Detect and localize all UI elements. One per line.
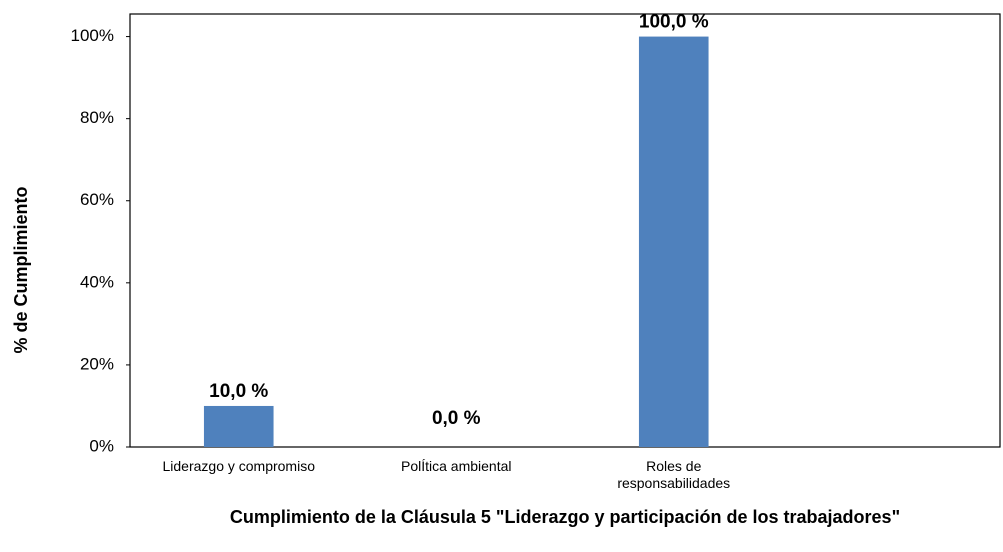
y-tick-label: 0% (89, 436, 114, 455)
x-tick-label: Roles de responsabilidades (617, 458, 731, 491)
y-axis-label: % de Cumplimiento (11, 186, 31, 353)
plot-frame (129, 13, 1001, 448)
data-label: 10,0 % (209, 381, 268, 402)
y-tick-label: 100% (71, 26, 114, 45)
y-tick-label: 40% (80, 272, 114, 291)
y-tick-label: 60% (80, 190, 114, 209)
bar (638, 36, 709, 448)
y-tick-label: 20% (80, 354, 114, 373)
x-tick-label: Liderazgo y compromiso (162, 458, 315, 474)
chart-title: Cumplimiento de la Cláusula 5 "Liderazgo… (229, 507, 901, 527)
bar (203, 405, 274, 447)
data-label: 100,0 % (639, 12, 709, 33)
y-tick-label: 80% (80, 108, 114, 127)
data-label: 0,0 % (432, 408, 481, 429)
x-tick-label: PolÍtica ambiental (400, 458, 512, 474)
